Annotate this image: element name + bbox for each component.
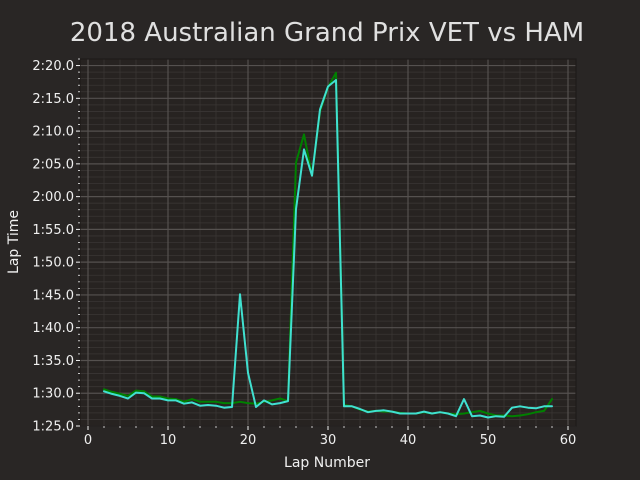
x-tick-label: 20 [240, 433, 257, 448]
y-tick-label: 1:50.0 [32, 256, 74, 271]
y-tick-label: 1:45.0 [32, 288, 74, 303]
y-tick-label: 1:30.0 [32, 387, 74, 402]
x-tick-label: 50 [480, 433, 497, 448]
y-tick-label: 1:35.0 [32, 354, 74, 369]
y-axis-label: Lap Time [6, 210, 22, 274]
y-tick-label: 1:55.0 [32, 223, 74, 238]
series-layer [103, 71, 553, 419]
series-line-2 [103, 79, 553, 419]
y-tick-label: 1:25.0 [32, 420, 74, 435]
x-axis-label: Lap Number [284, 455, 370, 471]
y-tick-labels: 1:25.0 1:30.0 1:35.0 1:40.0 1:45.0 1:50.0 1:55… [32, 59, 74, 434]
x-tick-label: 10 [160, 433, 177, 448]
axes-layer [76, 58, 577, 430]
chart-title: 2018 Australian Grand Prix VET vs HAM [70, 18, 584, 48]
minor-grid [80, 58, 576, 426]
x-tick-label: 40 [400, 433, 417, 448]
y-tick-label: 2:00.0 [32, 190, 74, 205]
x-tick-label: 0 [84, 433, 92, 448]
x-tick-label: 30 [320, 433, 337, 448]
y-tick-label: 1:40.0 [32, 321, 74, 336]
y-tick-label: 2:05.0 [32, 157, 74, 172]
y-tick-label: 2:20.0 [32, 59, 74, 74]
x-tick-labels: 0 10 20 30 40 50 60 [84, 433, 576, 448]
y-tick-label: 2:10.0 [32, 125, 74, 140]
major-grid [80, 59, 576, 427]
x-tick-label: 60 [560, 433, 577, 448]
y-tick-label: 2:15.0 [32, 92, 74, 107]
